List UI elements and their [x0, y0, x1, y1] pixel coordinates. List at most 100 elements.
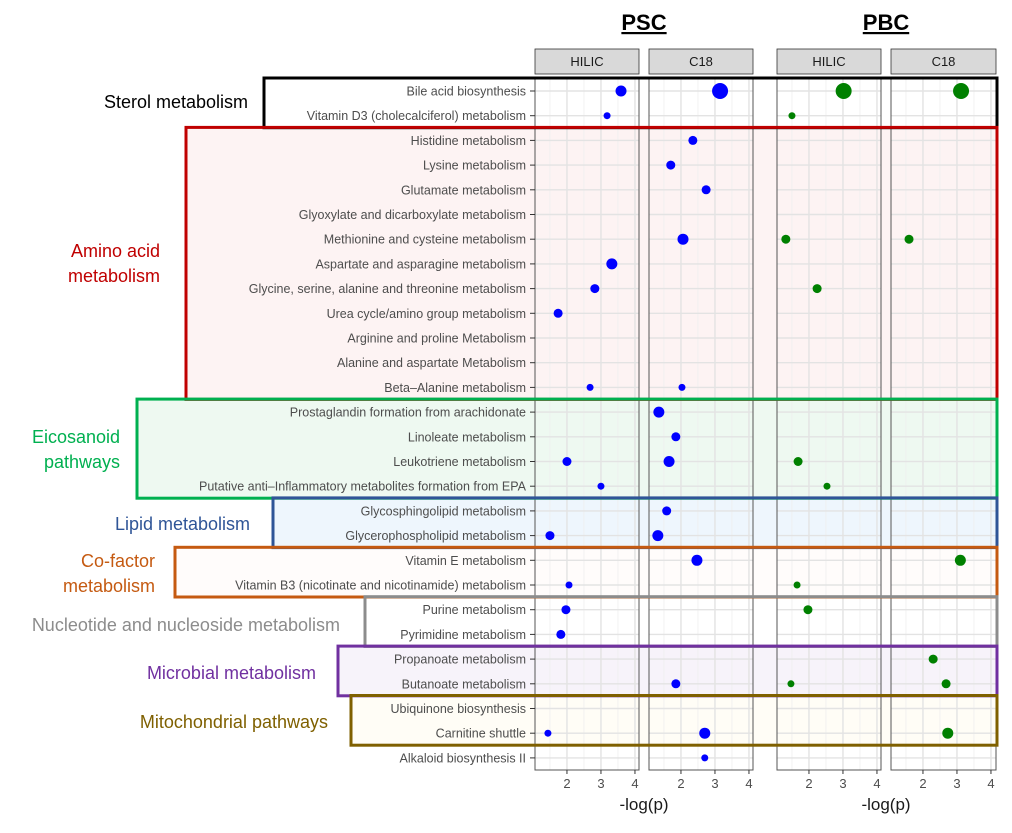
group-fill — [338, 646, 997, 696]
pathway-label: Carnitine shuttle — [436, 727, 526, 741]
group-label: Eicosanoid — [32, 427, 120, 447]
pathway-label: Lysine metabolism — [423, 159, 526, 173]
pathway-label: Purine metabolism — [422, 603, 526, 617]
x-tick-label: 4 — [873, 776, 880, 791]
x-tick-label: 3 — [711, 776, 718, 791]
pathway-label: Urea cycle/amino group metabolism — [327, 307, 526, 321]
x-tick-label: 2 — [919, 776, 926, 791]
pathway-label: Bile acid biosynthesis — [406, 85, 526, 99]
pathway-label: Vitamin E metabolism — [405, 554, 526, 568]
x-tick-label: 4 — [745, 776, 752, 791]
data-point — [942, 727, 954, 739]
pathway-label: Ubiquinone biosynthesis — [390, 702, 526, 716]
x-tick-label: 2 — [805, 776, 812, 791]
data-point — [565, 581, 573, 589]
data-point — [793, 457, 803, 466]
facet-strip-label: HILIC — [570, 54, 603, 69]
facet-strip-label: HILIC — [812, 54, 845, 69]
data-point — [666, 160, 676, 170]
pathway-label: Histidine metabolism — [411, 134, 526, 148]
facet-strip-label: C18 — [932, 54, 956, 69]
group-fill — [351, 695, 997, 746]
facet-strip-label: C18 — [689, 54, 713, 69]
pathway-label: Glycosphingolipid metabolism — [361, 504, 526, 518]
group-label: Mitochondrial pathways — [140, 712, 328, 732]
data-point — [691, 554, 703, 566]
data-point — [615, 85, 627, 97]
data-point — [561, 605, 571, 615]
group-label: Lipid metabolism — [115, 514, 250, 534]
data-point — [545, 531, 555, 541]
facet-strip — [534, 48, 640, 75]
pathway-label: Linoleate metabolism — [408, 430, 526, 444]
x-tick-label: 4 — [987, 776, 994, 791]
group-fill — [264, 78, 997, 128]
pathway-label: Glycine, serine, alanine and threonine m… — [249, 282, 526, 296]
data-point — [544, 729, 552, 737]
group-label: Co-factor — [81, 551, 155, 571]
data-point — [701, 754, 709, 762]
cohort-title: PSC — [621, 10, 666, 35]
data-point — [586, 383, 594, 391]
data-point — [954, 554, 966, 566]
pathway-label: Pyrimidine metabolism — [400, 628, 526, 642]
x-axis-title: -log(p) — [861, 795, 910, 814]
x-tick-label: 2 — [677, 776, 684, 791]
x-tick-label: 4 — [631, 776, 638, 791]
data-point — [699, 727, 711, 739]
data-point — [590, 284, 600, 294]
data-point — [835, 83, 852, 99]
data-point — [701, 185, 711, 195]
data-point — [712, 83, 729, 99]
x-axis-title: -log(p) — [619, 795, 668, 814]
pathway-label: Vitamin D3 (cholecalciferol) metabolism — [307, 109, 526, 123]
data-point — [788, 112, 796, 120]
group-label: metabolism — [63, 576, 155, 596]
data-point — [653, 406, 665, 418]
group-label: Amino acid — [71, 241, 160, 261]
pathway-label: Prostaglandin formation from arachidonat… — [290, 406, 526, 420]
data-point — [928, 654, 938, 664]
x-tick-label: 3 — [839, 776, 846, 791]
data-point — [941, 679, 951, 689]
x-tick-label: 3 — [953, 776, 960, 791]
cohort-title: PBC — [863, 10, 910, 35]
data-point — [793, 581, 801, 589]
data-point — [678, 383, 686, 391]
data-point — [597, 482, 605, 490]
pathway-label: Arginine and proline Metabolism — [347, 332, 526, 346]
pathway-label: Alanine and aspartate Metabolism — [337, 356, 526, 370]
group-label: metabolism — [68, 266, 160, 286]
group-label: pathways — [44, 452, 120, 472]
data-point — [671, 432, 681, 442]
pathway-label: Leukotriene metabolism — [393, 455, 526, 469]
pathway-label: Vitamin B3 (nicotinate and nicotinamide)… — [235, 579, 526, 593]
group-label: Sterol metabolism — [104, 92, 248, 112]
group-label: Microbial metabolism — [147, 663, 316, 683]
pathway-label: Methionine and cysteine metabolism — [324, 233, 526, 247]
data-point — [787, 680, 795, 688]
data-point — [781, 234, 791, 244]
pathway-label: Propanoate metabolism — [394, 653, 526, 667]
data-point — [562, 457, 572, 466]
data-point — [662, 506, 672, 516]
pathway-label: Aspartate and asparagine metabolism — [315, 257, 526, 271]
data-point — [953, 83, 970, 99]
data-point — [663, 456, 675, 467]
data-point — [556, 629, 566, 639]
x-tick-label: 3 — [597, 776, 604, 791]
pathway-label: Glutamate metabolism — [401, 183, 526, 197]
facet-strip — [890, 48, 997, 75]
facet-strip — [776, 48, 882, 75]
pathway-label: Butanoate metabolism — [402, 677, 526, 691]
facet-strip — [648, 48, 754, 75]
data-point — [803, 605, 813, 615]
pathway-label: Glycerophospholipid metabolism — [345, 529, 526, 543]
pathway-label: Glyoxylate and dicarboxylate metabolism — [299, 208, 526, 222]
data-point — [812, 284, 822, 294]
data-point — [652, 530, 664, 542]
data-point — [677, 233, 689, 245]
pathway-label: Beta–Alanine metabolism — [384, 381, 526, 395]
data-point — [823, 482, 831, 490]
data-point — [671, 679, 681, 689]
